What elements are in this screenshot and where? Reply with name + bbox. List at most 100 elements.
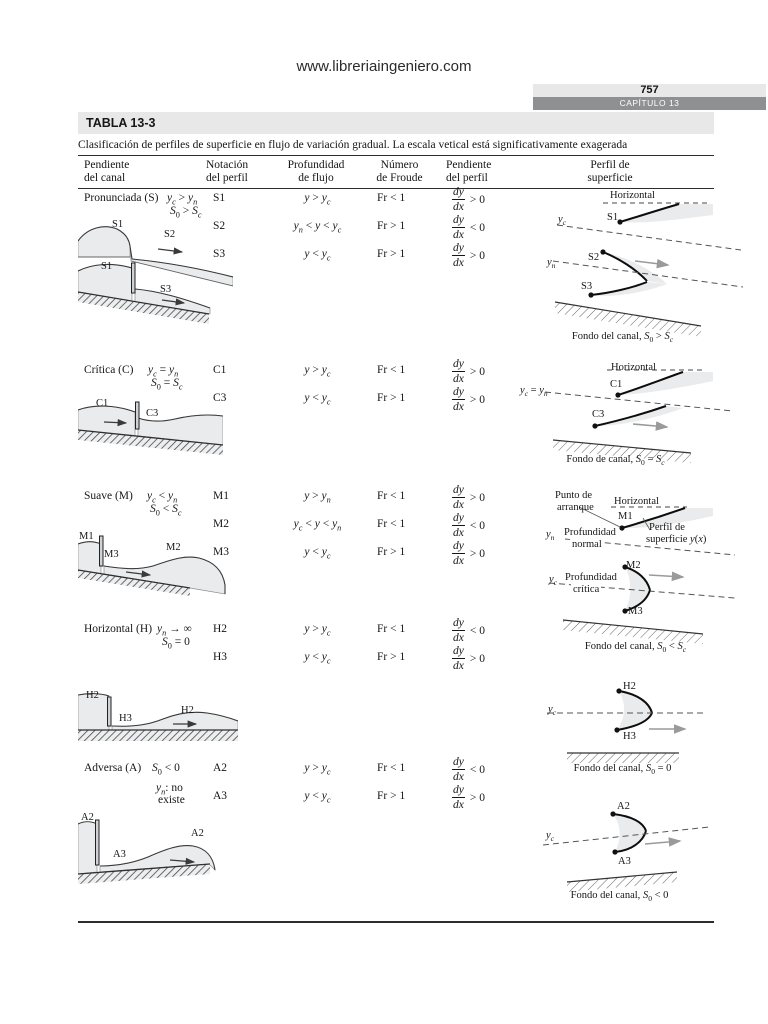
depth-line-label: yc = yn: [520, 385, 548, 399]
divider: [78, 921, 714, 923]
profile-label: C3: [146, 408, 159, 419]
depth-condition: y > yn: [304, 490, 331, 505]
datum-dot: [617, 219, 623, 225]
datum-dot: [588, 292, 594, 298]
profile-label: S2: [588, 252, 600, 263]
water-body: [78, 541, 102, 575]
leader-line: [642, 517, 651, 531]
dy-dx-fraction: dy dx: [452, 617, 465, 644]
profile-slope-cell: dy dx < 0: [452, 512, 485, 539]
profile-slope-cell: dy dx > 0: [452, 242, 485, 269]
depth-condition: y > yc: [304, 192, 331, 207]
slope-name: Horizontal (H): [84, 623, 153, 635]
slope-condition: yn → ∞: [157, 623, 192, 638]
dy-dx-fraction: dy dx: [452, 484, 465, 511]
froude-number: Fr > 1: [377, 392, 406, 404]
sluice-gate: [99, 535, 104, 567]
slope-condition: yc > yn: [167, 192, 198, 207]
depth-condition: y < yc: [304, 790, 331, 805]
profile-slope-cell: dy dx > 0: [452, 645, 485, 672]
profile-notation: M1: [213, 490, 229, 502]
channel-bed-line: [78, 429, 223, 446]
water-shade: [620, 204, 713, 223]
dy-dx-fraction: dy dx: [452, 186, 465, 213]
channel-diagram-steep: [78, 226, 233, 324]
profile-label: S2: [164, 229, 176, 240]
profile-diagram-steep: [552, 202, 744, 337]
dy-dx-fraction: dy dx: [452, 540, 465, 567]
dy-dx-fraction: dy dx: [452, 756, 465, 783]
depth-condition: y < yc: [304, 651, 331, 666]
water-surface-line: [78, 693, 238, 727]
table-title: TABLA 13-3: [86, 116, 156, 130]
channel-bed-hatch: [555, 302, 701, 337]
channel-bed-hatch: [78, 730, 238, 741]
profile-curve: [594, 405, 667, 427]
profile-label: H2: [623, 681, 636, 692]
critical-depth-label: Profundidad: [563, 572, 619, 583]
depth-line-label: yc: [558, 214, 567, 228]
profile-diagram-mild: [548, 506, 736, 644]
datum-dot: [622, 608, 628, 614]
profile-label: H3: [623, 731, 636, 742]
surface-profile-label: superficie y(x): [646, 534, 707, 545]
surface-profile-label: Perfil de: [649, 522, 685, 533]
dy-dx-fraction: dy dx: [452, 784, 465, 811]
leader-line: [578, 506, 621, 528]
datum-dot: [614, 727, 620, 733]
slope-name: Suave (M): [84, 490, 133, 502]
profile-label: S1: [112, 219, 124, 230]
profile-label: S3: [160, 284, 172, 295]
profile-notation: S1: [213, 192, 226, 204]
profile-slope-cell: dy dx > 0: [452, 386, 485, 413]
depth-condition: yc < y < yn: [293, 518, 342, 533]
profile-label: A2: [617, 801, 630, 812]
start-point-label: arranque: [557, 502, 594, 513]
slope-sign: > 0: [469, 393, 485, 406]
profile-curve: [590, 281, 648, 296]
profile-label: C3: [592, 409, 605, 420]
datum-dot: [615, 392, 621, 398]
froude-number: Fr < 1: [377, 623, 406, 635]
dy-dx-fraction: dy dx: [452, 358, 465, 385]
column-header-channel-slope: Pendiente del canal: [84, 159, 130, 184]
profile-label: A2: [81, 812, 94, 823]
froude-number: Fr < 1: [377, 518, 406, 530]
water-body: [78, 821, 98, 875]
profile-notation: S2: [213, 220, 226, 232]
profile-label: H2: [86, 690, 99, 701]
profile-label: M3: [628, 606, 643, 617]
slope-sign: > 0: [469, 365, 485, 378]
profile-notation: S3: [213, 248, 226, 260]
froude-number: Fr > 1: [377, 651, 406, 663]
slope-sign: > 0: [469, 193, 485, 206]
slope-name: Adversa (A): [84, 762, 142, 774]
profile-notation: H3: [213, 651, 228, 663]
slope-condition: S0 = 0: [162, 636, 190, 651]
horizontal-label: Horizontal: [614, 496, 659, 507]
table-caption: Clasificación de perfiles de superficie …: [78, 139, 628, 151]
horizontal-label: Horizontal: [611, 362, 656, 373]
dy-dx-fraction: dy dx: [452, 386, 465, 413]
slope-sign: > 0: [469, 547, 485, 560]
profile-notation: A3: [213, 790, 228, 802]
diagram-caption: Fondo del canal, S0 < Sc: [584, 641, 687, 655]
profile-label: M3: [104, 549, 119, 560]
profile-label: S1: [607, 212, 619, 223]
channel-diagram-critical: [78, 401, 223, 455]
profile-curve: [616, 690, 653, 731]
normal-depth-line: [564, 538, 736, 556]
profile-slope-cell: dy dx > 0: [452, 358, 485, 385]
froude-number: Fr > 1: [377, 546, 406, 558]
froude-number: Fr < 1: [377, 762, 406, 774]
profile-label: M1: [618, 511, 633, 522]
dy-dx-fraction: dy dx: [452, 242, 465, 269]
channel-bed-line: [78, 291, 210, 315]
channel-bed-line: [562, 619, 704, 635]
depth-condition: y < yc: [304, 392, 331, 407]
diagram-caption: Fondo del canal, S0 < 0: [570, 890, 669, 904]
flow-arrow: [632, 421, 669, 431]
column-header-froude-number: Número de Froude: [376, 159, 423, 184]
channel-bed-hatch: [563, 620, 703, 644]
divider: [78, 188, 714, 190]
